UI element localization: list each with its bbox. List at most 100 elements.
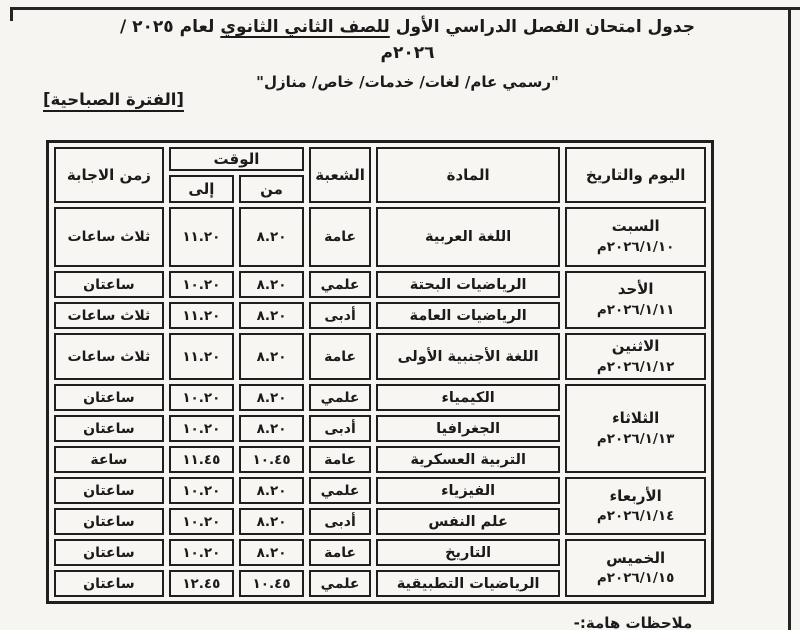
- time-from-cell: ٨.٢٠: [238, 271, 305, 298]
- title-part-1: جدول امتحان الفصل الدراسي الأول: [389, 17, 695, 37]
- day-date: ٢٠٢٦/١/١٢م: [596, 358, 675, 375]
- subject-cell: التربية العسكرية: [376, 446, 561, 474]
- day-name: الثلاثاء: [612, 409, 660, 428]
- table-row: الخميس ٢٠٢٦/١/١٥م التاريخ عامة ٨.٢٠ ١٠.٢٠ ساعت…: [54, 539, 706, 598]
- day-date: ٢٠٢٦/١/١٠م: [596, 239, 675, 256]
- branch-cell: علمي: [309, 384, 371, 412]
- table-row: الأربعاء ٢٠٢٦/١/١٤م الفيزياء علمي ٨.٢٠ ١٠.٢٠ س…: [54, 477, 706, 536]
- branch-cell: عامة: [309, 539, 371, 567]
- time-from-cell: ١٠.٤٥: [238, 446, 305, 474]
- day-date: ٢٠٢٦/١/١٥م: [596, 570, 675, 587]
- day-date-cell: الثلاثاء ٢٠٢٦/١/١٣م: [565, 384, 706, 474]
- time-to-cell: ١٠.٢٠: [168, 477, 234, 505]
- day-date-cell: الخميس ٢٠٢٦/١/١٥م: [565, 539, 706, 598]
- table-row: الاثنين ٢٠٢٦/١/١٢م اللغة الأجنبية الأولى عا…: [54, 333, 706, 381]
- subject-cell: الجغرافيا: [376, 415, 561, 443]
- duration-cell: ساعتان: [54, 477, 164, 505]
- time-from-cell: ٨.٢٠: [238, 508, 305, 536]
- col-header-time-to: إلى: [168, 175, 234, 203]
- col-header-time: الوقت: [168, 147, 305, 171]
- exam-schedule-table: اليوم والتاريخ المادة الشعبة الوقت زمن ا…: [46, 140, 714, 605]
- subject-cell: الفيزياء: [376, 477, 561, 505]
- subject-cell: التاريخ: [376, 539, 561, 567]
- day-name: الأحد: [617, 280, 654, 299]
- day-name: الأربعاء: [609, 486, 662, 505]
- time-from-cell: ٨.٢٠: [238, 539, 305, 567]
- time-from-cell: ٨.٢٠: [238, 302, 305, 329]
- schedule-table-body: السبت ٢٠٢٦/١/١٠م اللغة العربية عامة ٨.٢٠ ١١.٢…: [54, 207, 706, 598]
- col-header-day-date: اليوم والتاريخ: [565, 147, 706, 203]
- time-from-cell: ٨.٢٠: [238, 477, 305, 505]
- duration-cell: ساعتان: [54, 384, 164, 412]
- time-from-cell: ١٠.٤٥: [238, 570, 305, 598]
- time-to-cell: ١٢.٤٥: [168, 570, 234, 598]
- branch-cell: علمي: [309, 477, 371, 505]
- duration-cell: ثلاث ساعات: [54, 207, 164, 267]
- branch-cell: أدبى: [309, 302, 371, 329]
- duration-cell: ثلاث ساعات: [54, 302, 164, 329]
- day-date-cell: الأحد ٢٠٢٦/١/١١م: [565, 271, 706, 329]
- day-date: ٢٠٢٦/١/١٣م: [596, 430, 675, 447]
- table-row: الرياضيات العامة أدبى ٨.٢٠ ١١.٢٠ ثلاث ساعات: [54, 302, 706, 329]
- page-subtitle: "رسمي عام/ لغات/ خدمات/ خاص/ منازل": [256, 73, 559, 91]
- footer-note: ملاحظات هامة:-: [573, 614, 693, 630]
- day-date-cell: الأربعاء ٢٠٢٦/١/١٤م: [565, 477, 706, 536]
- time-to-cell: ١١.٢٠: [168, 302, 234, 329]
- duration-cell: ساعتان: [54, 539, 164, 567]
- duration-cell: ساعتان: [54, 508, 164, 536]
- table-row: التربية العسكرية عامة ١٠.٤٥ ١١.٤٥ ساعة: [54, 446, 706, 474]
- duration-cell: ثلاث ساعات: [54, 333, 164, 381]
- time-to-cell: ١١.٢٠: [168, 207, 234, 267]
- branch-cell: عامة: [309, 333, 371, 381]
- table-row: الرياضيات التطبيقية علمي ١٠.٤٥ ١٢.٤٥ ساعتان: [54, 570, 706, 598]
- subject-cell: الرياضيات العامة: [376, 302, 561, 329]
- col-header-subject: المادة: [376, 147, 561, 203]
- page-right-border-line: [788, 7, 791, 630]
- page-title: جدول امتحان الفصل الدراسي الأول للصف الث…: [95, 15, 720, 66]
- time-to-cell: ١١.٢٠: [168, 333, 234, 381]
- time-to-cell: ١٠.٢٠: [168, 415, 234, 443]
- branch-cell: أدبى: [309, 508, 371, 536]
- day-name: الخميس: [606, 548, 666, 567]
- branch-cell: علمي: [309, 570, 371, 598]
- duration-cell: ساعتان: [54, 570, 164, 598]
- page-top-border-tick: [10, 7, 13, 21]
- time-to-cell: ١١.٤٥: [168, 446, 234, 474]
- title-block: جدول امتحان الفصل الدراسي الأول للصف الث…: [95, 15, 720, 91]
- table-row: علم النفس أدبى ٨.٢٠ ١٠.٢٠ ساعتان: [54, 508, 706, 536]
- duration-cell: ساعتان: [54, 271, 164, 298]
- duration-cell: ساعة: [54, 446, 164, 474]
- table-row: الأحد ٢٠٢٦/١/١١م الرياضيات البحتة علمي ٨.٢٠ ١…: [54, 271, 706, 329]
- time-from-cell: ٨.٢٠: [238, 384, 305, 412]
- section-label-morning-period: [الفترة الصباحية]: [43, 90, 184, 109]
- header-row-top: اليوم والتاريخ المادة الشعبة الوقت زمن ا…: [54, 147, 706, 203]
- table-row: الثلاثاء ٢٠٢٦/١/١٣م الكيمياء علمي ٨.٢٠ ١٠.٢٠ س…: [54, 384, 706, 474]
- subject-cell: الرياضيات البحتة: [376, 271, 561, 298]
- day-date: ٢٠٢٦/١/١١م: [596, 302, 675, 319]
- page-top-border-line: [10, 7, 800, 10]
- time-to-cell: ١٠.٢٠: [168, 539, 234, 567]
- subject-cell: الكيمياء: [376, 384, 561, 412]
- time-from-cell: ٨.٢٠: [238, 415, 305, 443]
- branch-cell: عامة: [309, 446, 371, 474]
- time-from-cell: ٨.٢٠: [238, 333, 305, 381]
- col-header-branch: الشعبة: [309, 147, 371, 203]
- time-from-cell: ٨.٢٠: [238, 207, 305, 267]
- col-header-time-from: من: [238, 175, 305, 203]
- subject-cell: علم النفس: [376, 508, 561, 536]
- header-row-sub: من إلى: [54, 175, 706, 203]
- branch-cell: أدبى: [309, 415, 371, 443]
- time-to-cell: ١٠.٢٠: [168, 271, 234, 298]
- duration-cell: ساعتان: [54, 415, 164, 443]
- day-date-cell: الاثنين ٢٠٢٦/١/١٢م: [565, 333, 706, 381]
- time-to-cell: ١٠.٢٠: [168, 508, 234, 536]
- branch-cell: عامة: [309, 207, 371, 267]
- title-part-2: لعام ٢٠٢٥ / ٢٠٢٦م: [120, 17, 435, 63]
- col-header-duration: زمن الاجابة: [54, 147, 164, 203]
- table-row: السبت ٢٠٢٦/١/١٠م اللغة العربية عامة ٨.٢٠ ١١.٢…: [54, 207, 706, 267]
- day-name: الاثنين: [611, 337, 660, 355]
- subject-cell: اللغة الأجنبية الأولى: [376, 333, 561, 381]
- subject-cell: اللغة العربية: [376, 207, 561, 267]
- branch-cell: علمي: [309, 271, 371, 298]
